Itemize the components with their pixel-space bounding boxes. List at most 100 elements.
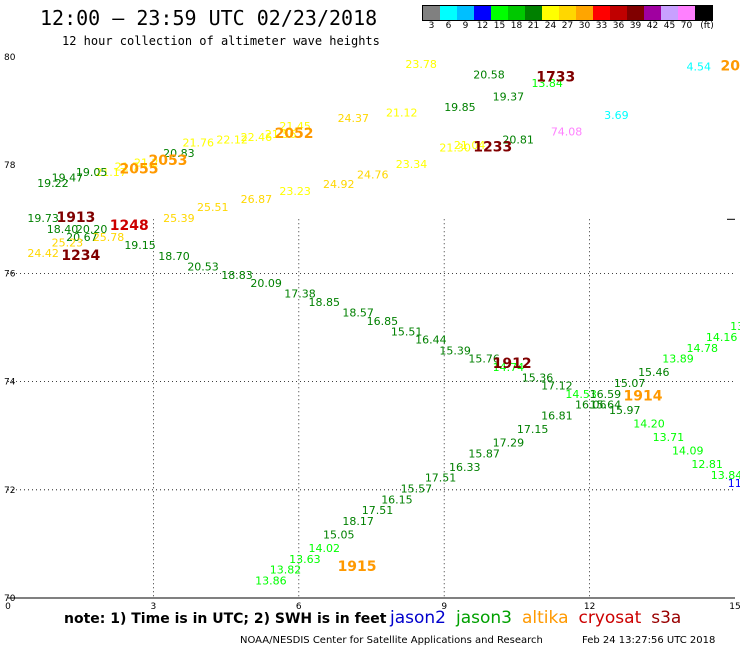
wave-height-point: 14.09 bbox=[672, 445, 704, 458]
legend-swatch bbox=[576, 6, 593, 20]
legend-tick-label: 12 bbox=[476, 21, 489, 31]
wave-height-point: 18.83 bbox=[221, 269, 253, 282]
wave-height-point: 12.81 bbox=[691, 458, 723, 471]
wave-height-point: 74.08 bbox=[551, 125, 583, 138]
wave-height-point: 17.12 bbox=[541, 380, 573, 393]
y-tick-label: 72 bbox=[4, 486, 15, 496]
satellite-label-altika: altika bbox=[522, 608, 569, 628]
legend-tick-label: 33 bbox=[595, 21, 608, 31]
wave-height-point: 20.67 bbox=[66, 231, 98, 244]
wave-height-point: 25.39 bbox=[163, 212, 195, 225]
wave-height-point: 14.78 bbox=[687, 342, 719, 355]
wave-height-point: 19.15 bbox=[124, 239, 156, 252]
wave-height-point: 13.86 bbox=[255, 574, 287, 587]
wave-height-point: 20.20 bbox=[76, 223, 108, 236]
legend-unit-label: (ft) bbox=[700, 21, 714, 31]
wave-height-point: 13.84 bbox=[531, 77, 563, 90]
satellite-legend: jason2 jason3 altika cryosat s3a bbox=[390, 608, 681, 628]
wave-height-point: 24.37 bbox=[338, 112, 370, 125]
wave-height-point: 25.51 bbox=[197, 201, 229, 214]
wave-height-point: 17.38 bbox=[284, 288, 316, 301]
generation-timestamp: Feb 24 13:27:56 UTC 2018 bbox=[582, 635, 716, 646]
wave-height-point: 25.78 bbox=[93, 231, 125, 244]
wave-height-point: 22.46 bbox=[241, 131, 273, 144]
pass-time-label: 1733 bbox=[536, 69, 575, 85]
y-tick-label: 80 bbox=[4, 53, 16, 63]
legend-tick-label: 6 bbox=[445, 21, 452, 31]
pass-time-label: 1913 bbox=[56, 210, 95, 226]
wave-height-point: 19.05 bbox=[76, 166, 108, 179]
legend-swatch bbox=[440, 6, 457, 20]
wave-height-point: 15.39 bbox=[439, 345, 471, 358]
wave-height-point: 18.85 bbox=[308, 296, 340, 309]
wave-height-point: 23.78 bbox=[405, 58, 437, 71]
legend-tick-label: 21 bbox=[527, 21, 540, 31]
wave-height-point: 15.36 bbox=[522, 372, 554, 385]
wave-height-point: 20.58 bbox=[473, 69, 505, 82]
pass-time-label: 1234 bbox=[61, 248, 100, 264]
wave-height-point: 16.85 bbox=[367, 315, 399, 328]
legend-swatch bbox=[559, 6, 576, 20]
legend-tick-label: 9 bbox=[462, 21, 469, 31]
legend-tick-label: 70 bbox=[680, 21, 693, 31]
legend-swatch bbox=[627, 6, 644, 20]
y-tick-label: 70 bbox=[4, 594, 16, 604]
wave-height-point: 21.56 bbox=[265, 128, 297, 141]
wave-height-point: 14.02 bbox=[308, 542, 340, 555]
wave-height-point: 24.76 bbox=[357, 169, 389, 182]
wave-height-point: 13.89 bbox=[662, 353, 694, 366]
legend-tick-label: 42 bbox=[646, 21, 659, 31]
wave-height-point: 16.15 bbox=[381, 493, 413, 506]
wave-height-point: 19.73 bbox=[27, 212, 58, 225]
legend-tick-label: 15 bbox=[493, 21, 506, 31]
wave-height-point: 3.69 bbox=[604, 109, 629, 122]
pass-time-label: 2055 bbox=[119, 161, 158, 177]
legend-tick-label: 36 bbox=[612, 21, 625, 31]
pass-time-label: 2053 bbox=[149, 153, 188, 169]
wave-height-point: 13.84 bbox=[711, 469, 740, 482]
x-tick-label: 3 bbox=[151, 602, 157, 612]
wave-height-point: 18.57 bbox=[342, 307, 374, 320]
legend-swatch bbox=[661, 6, 678, 20]
wave-height-point: 16.33 bbox=[449, 461, 481, 474]
credit-line: NOAA/NESDIS Center for Satellite Applica… bbox=[240, 635, 543, 646]
color-scale-legend bbox=[422, 5, 713, 21]
legend-swatch bbox=[508, 6, 525, 20]
legend-tick-label: 18 bbox=[510, 21, 523, 31]
wave-height-point: 13.71 bbox=[653, 431, 685, 444]
x-tick-label: 15 bbox=[729, 602, 740, 612]
pass-time-label: 1233 bbox=[473, 140, 512, 156]
color-scale-labels: 3 6 9 12 15 18 21 24 27 30 33 36 39 42 45 70 (ft) bbox=[422, 21, 740, 33]
wave-height-point: 20.83 bbox=[163, 147, 195, 160]
legend-tick-label: 30 bbox=[578, 21, 591, 31]
wave-height-point: 24.42 bbox=[27, 247, 58, 260]
wave-height-point: 19.22 bbox=[37, 177, 69, 190]
x-tick-label: 0 bbox=[5, 602, 11, 612]
wave-height-point: 16.59 bbox=[590, 388, 622, 401]
wave-height-point: 21.45 bbox=[279, 120, 311, 133]
legend-swatch bbox=[457, 6, 474, 20]
x-tick-label: 9 bbox=[441, 602, 447, 612]
wave-height-point: 20.81 bbox=[502, 134, 534, 147]
wave-height-point: 16.44 bbox=[415, 334, 447, 347]
wave-height-point: 15.76 bbox=[468, 353, 500, 366]
wave-height-point: 11.20 bbox=[728, 477, 740, 490]
y-tick-label: 74 bbox=[4, 378, 16, 388]
wave-height-point: 14.16 bbox=[706, 331, 738, 344]
legend-swatch bbox=[491, 6, 508, 20]
wave-height-point: 24.92 bbox=[323, 178, 355, 191]
satellite-label-jason3: jason3 bbox=[456, 608, 512, 628]
pass-time-label: 2052 bbox=[275, 126, 314, 142]
legend-swatch bbox=[525, 6, 542, 20]
satellite-label-jason2: jason2 bbox=[390, 608, 446, 628]
wave-height-point: 19.47 bbox=[52, 171, 83, 184]
wave-height-point: 15.57 bbox=[401, 483, 433, 496]
wave-height-point: 15.05 bbox=[323, 528, 355, 541]
wave-height-point: 14.53 bbox=[565, 388, 597, 401]
x-tick-label: 6 bbox=[296, 602, 302, 612]
x-tick-label: 12 bbox=[584, 602, 595, 612]
legend-swatch bbox=[542, 6, 559, 20]
wave-height-point: 20.53 bbox=[187, 261, 219, 274]
